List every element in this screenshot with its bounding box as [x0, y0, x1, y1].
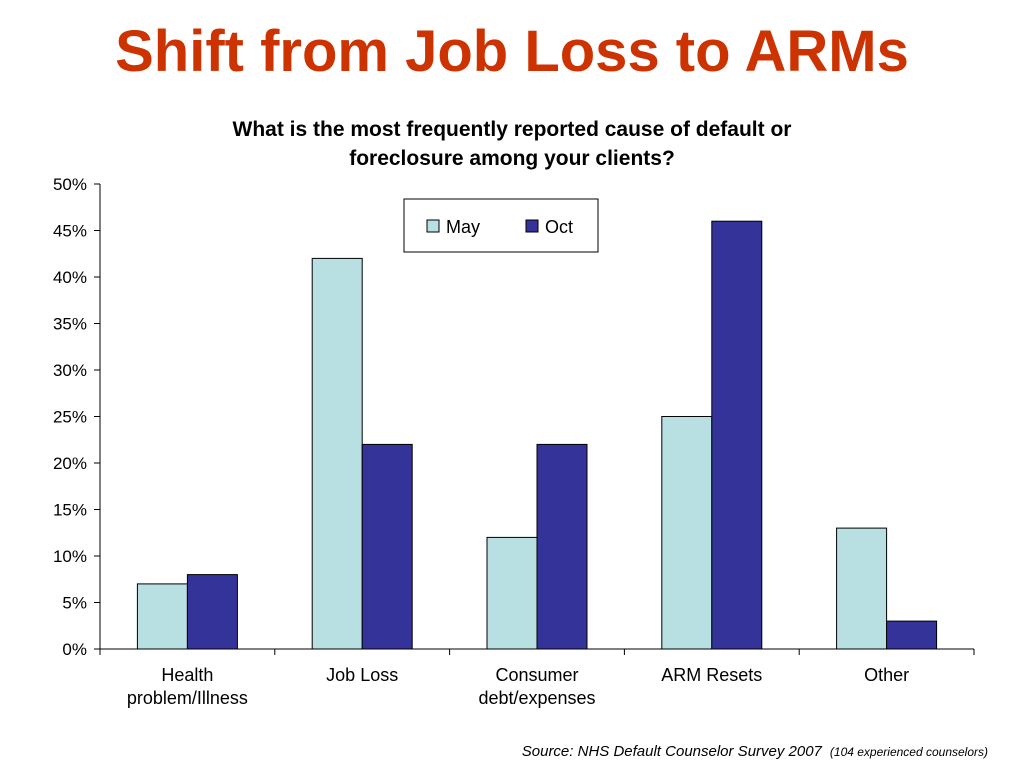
source-note: (104 experienced counselors)	[829, 745, 988, 759]
bar-oct	[361, 443, 413, 650]
bar-oct	[186, 574, 238, 650]
bar-may	[661, 416, 713, 650]
y-tick-label: 40%	[53, 268, 87, 287]
x-tick-label: debt/expenses	[478, 688, 595, 708]
bar-oct	[536, 443, 588, 650]
slide-title: Shift from Job Loss to ARMs	[115, 19, 909, 84]
legend-swatch	[426, 219, 440, 233]
y-tick-label: 10%	[53, 547, 87, 566]
bar-may	[836, 527, 888, 650]
legend-label: Oct	[545, 217, 573, 237]
y-tick-label: 45%	[53, 222, 87, 241]
bar-oct	[711, 220, 763, 650]
chart-title-line-1: What is the most frequently reported cau…	[232, 118, 792, 141]
x-tick-label: Other	[864, 665, 909, 685]
y-tick-label: 25%	[53, 408, 87, 427]
bar-oct	[886, 620, 938, 650]
chart-title: What is the most frequently reported cau…	[112, 115, 912, 173]
y-tick-label: 50%	[53, 175, 87, 194]
y-tick-label: 35%	[53, 315, 87, 334]
x-tick-label: Health	[161, 665, 213, 685]
y-tick-label: 5%	[62, 594, 87, 613]
x-tick-label: problem/Illness	[127, 688, 248, 708]
legend-swatch	[525, 219, 539, 233]
chart-title-line-2: foreclosure among your clients?	[349, 147, 675, 170]
y-tick-label: 0%	[62, 640, 87, 659]
bar-may	[311, 257, 363, 650]
bar-chart: 0% 5% 10% 15% 20% 25% 30% 35% 40% 45% 50% Health pro…	[53, 175, 975, 708]
legend-label: May	[446, 217, 480, 237]
x-tick-label: Consumer	[495, 665, 578, 685]
source-text: Source: NHS Default Counselor Survey 200…	[521, 743, 822, 760]
bar-may	[486, 536, 538, 650]
y-tick-label: 15%	[53, 501, 87, 520]
y-tick-label: 20%	[53, 454, 87, 473]
x-tick-label: Job Loss	[326, 665, 398, 685]
bar-may	[136, 583, 188, 650]
y-tick-label: 30%	[53, 361, 87, 380]
source-citation: Source: NHS Default Counselor Survey 200…	[522, 743, 988, 760]
x-tick-label: ARM Resets	[661, 665, 762, 685]
